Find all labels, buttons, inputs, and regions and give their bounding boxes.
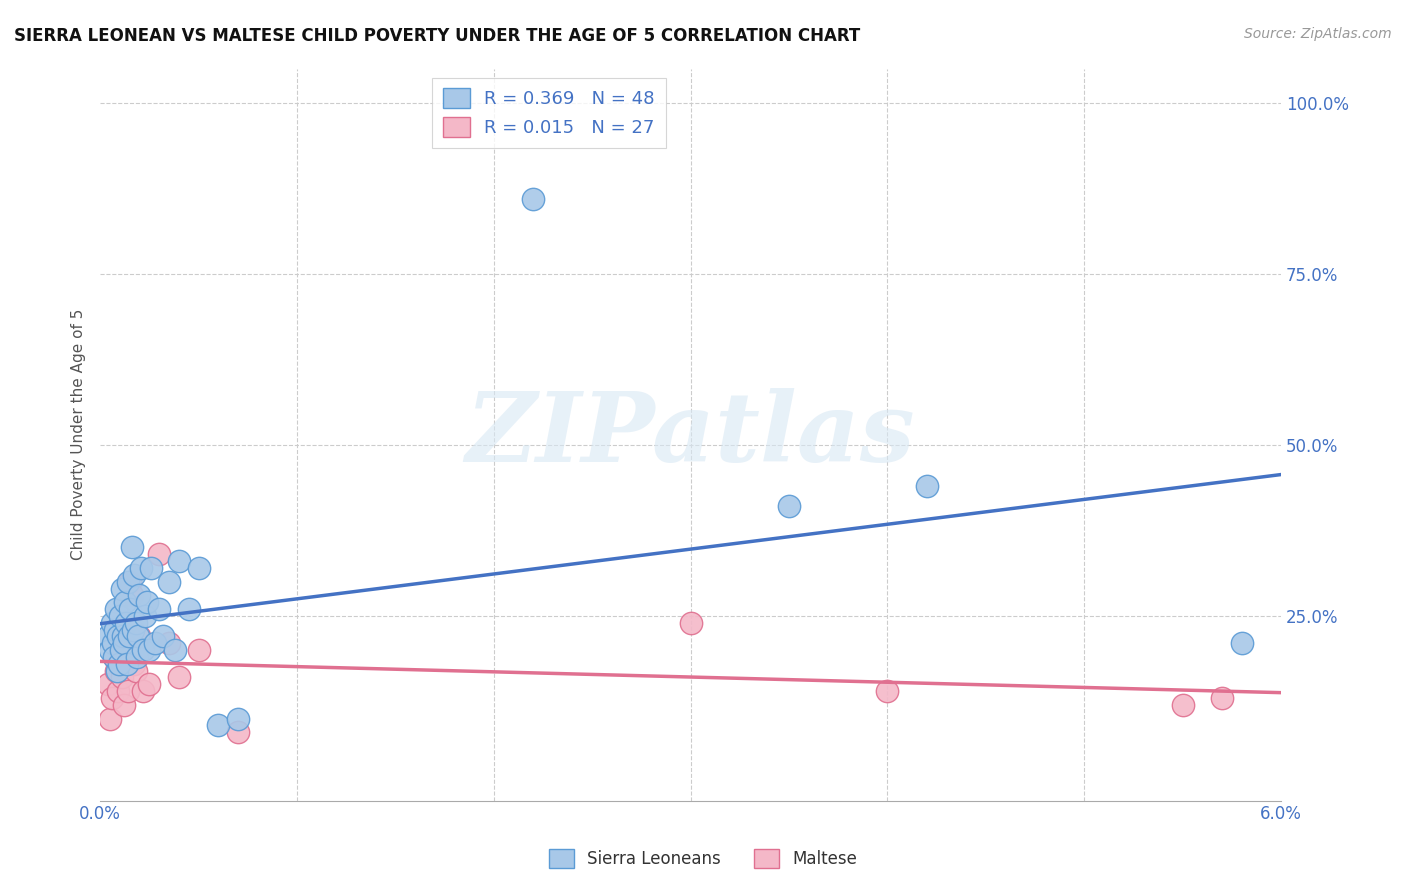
- Point: [138, 677, 160, 691]
- Text: Source: ZipAtlas.com: Source: ZipAtlas.com: [1244, 27, 1392, 41]
- Point: [122, 657, 145, 671]
- Point: [187, 561, 209, 575]
- Point: [136, 595, 159, 609]
- Point: [226, 712, 249, 726]
- Point: [101, 615, 124, 630]
- Point: [104, 602, 127, 616]
- Point: [143, 636, 166, 650]
- Point: [103, 649, 125, 664]
- Point: [97, 677, 120, 691]
- Point: [115, 657, 138, 671]
- Point: [177, 602, 200, 616]
- Point: [101, 636, 124, 650]
- Y-axis label: Child Poverty Under the Age of 5: Child Poverty Under the Age of 5: [72, 309, 86, 560]
- Point: [522, 192, 544, 206]
- Point: [167, 554, 190, 568]
- Point: [98, 643, 121, 657]
- Point: [157, 574, 180, 589]
- Point: [157, 636, 180, 650]
- Point: [876, 684, 898, 698]
- Point: [111, 629, 134, 643]
- Point: [152, 629, 174, 643]
- Point: [121, 541, 143, 555]
- Point: [114, 595, 136, 609]
- Point: [124, 615, 146, 630]
- Point: [141, 561, 163, 575]
- Point: [132, 643, 155, 657]
- Point: [132, 684, 155, 698]
- Point: [134, 608, 156, 623]
- Text: ZIPatlas: ZIPatlas: [465, 387, 915, 482]
- Point: [111, 582, 134, 596]
- Point: [117, 684, 139, 698]
- Point: [127, 629, 149, 643]
- Point: [207, 718, 229, 732]
- Point: [118, 602, 141, 616]
- Point: [103, 649, 125, 664]
- Point: [1171, 698, 1194, 712]
- Point: [98, 712, 121, 726]
- Legend: R = 0.369   N = 48, R = 0.015   N = 27: R = 0.369 N = 48, R = 0.015 N = 27: [432, 78, 665, 148]
- Point: [226, 725, 249, 739]
- Point: [114, 615, 136, 630]
- Point: [121, 588, 143, 602]
- Point: [915, 479, 938, 493]
- Point: [107, 629, 129, 643]
- Point: [108, 643, 131, 657]
- Point: [128, 629, 150, 643]
- Legend: Sierra Leoneans, Maltese: Sierra Leoneans, Maltese: [543, 843, 863, 875]
- Point: [108, 608, 131, 623]
- Point: [148, 602, 170, 616]
- Point: [114, 629, 136, 643]
- Point: [118, 629, 141, 643]
- Point: [104, 664, 127, 678]
- Point: [104, 623, 127, 637]
- Point: [112, 636, 135, 650]
- Point: [97, 629, 120, 643]
- Point: [167, 670, 190, 684]
- Point: [1230, 636, 1253, 650]
- Point: [1211, 690, 1233, 705]
- Point: [138, 643, 160, 657]
- Point: [118, 574, 141, 589]
- Point: [128, 588, 150, 602]
- Point: [121, 623, 143, 637]
- Text: SIERRA LEONEAN VS MALTESE CHILD POVERTY UNDER THE AGE OF 5 CORRELATION CHART: SIERRA LEONEAN VS MALTESE CHILD POVERTY …: [14, 27, 860, 45]
- Point: [679, 615, 702, 630]
- Point: [778, 500, 800, 514]
- Point: [108, 657, 131, 671]
- Point: [107, 684, 129, 698]
- Point: [163, 643, 186, 657]
- Point: [117, 574, 139, 589]
- Point: [131, 561, 153, 575]
- Point: [122, 567, 145, 582]
- Point: [111, 670, 134, 684]
- Point: [105, 664, 128, 678]
- Point: [124, 664, 146, 678]
- Point: [110, 643, 132, 657]
- Point: [187, 643, 209, 657]
- Point: [112, 698, 135, 712]
- Point: [125, 649, 148, 664]
- Point: [101, 690, 124, 705]
- Point: [148, 547, 170, 561]
